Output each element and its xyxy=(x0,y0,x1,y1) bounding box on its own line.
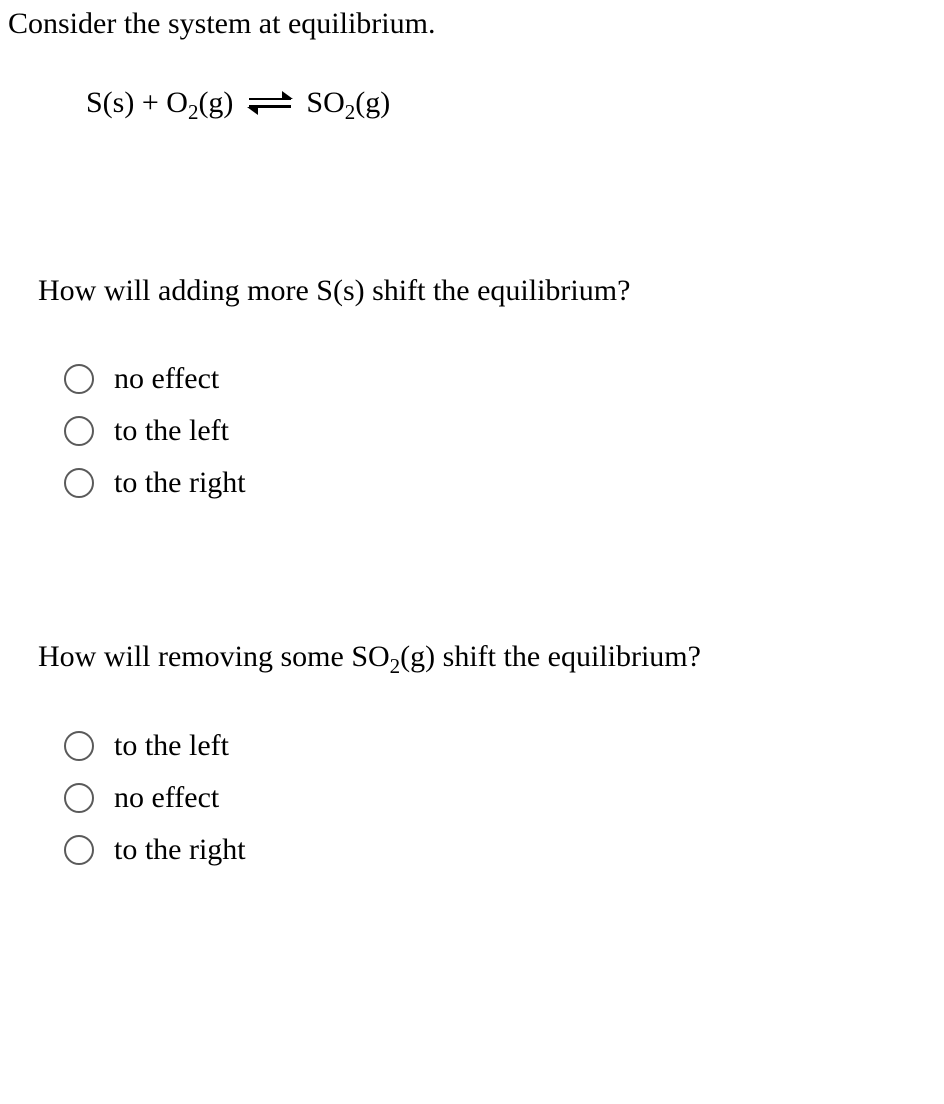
question-1-text: How will adding more S(s) shift the equi… xyxy=(38,271,936,312)
option-label: no effect xyxy=(114,361,219,397)
eq-rhs-base: SO xyxy=(306,86,344,119)
option-label: to the left xyxy=(114,728,229,764)
eq-lhs-b-state: (g) xyxy=(198,86,233,119)
q2-option-1[interactable]: no effect xyxy=(64,780,936,816)
option-label: to the right xyxy=(114,832,246,868)
radio-icon[interactable] xyxy=(64,364,94,394)
question-2-text: How will removing some SO2(g) shift the … xyxy=(38,637,936,678)
q1-option-2[interactable]: to the right xyxy=(64,465,936,501)
radio-icon[interactable] xyxy=(64,731,94,761)
equilibrium-equation: S(s) + O2(g) SO2(g) xyxy=(86,85,936,121)
spacer xyxy=(8,517,936,637)
q2-prefix: How will removing some xyxy=(38,640,351,673)
radio-icon[interactable] xyxy=(64,835,94,865)
page-root: Consider the system at equilibrium. S(s)… xyxy=(0,0,944,924)
q1-option-0[interactable]: no effect xyxy=(64,361,936,397)
q1-option-1[interactable]: to the left xyxy=(64,413,936,449)
q2-species-base: SO xyxy=(351,640,389,673)
q2-option-2[interactable]: to the right xyxy=(64,832,936,868)
q2-option-0[interactable]: to the left xyxy=(64,728,936,764)
option-label: to the right xyxy=(114,465,246,501)
eq-lhs-a: S(s) xyxy=(86,86,134,119)
eq-lhs-b-base: O xyxy=(166,86,188,119)
q2-species-state: (g) xyxy=(400,640,435,673)
radio-icon[interactable] xyxy=(64,783,94,813)
eq-plus: + xyxy=(134,86,166,119)
q2-species-sub: 2 xyxy=(390,654,401,678)
eq-lhs-b-sub: 2 xyxy=(188,100,199,124)
spacer xyxy=(8,121,936,271)
radio-icon[interactable] xyxy=(64,416,94,446)
eq-rhs-state: (g) xyxy=(355,86,390,119)
question-2-options: to the left no effect to the right xyxy=(64,728,936,868)
option-label: no effect xyxy=(114,780,219,816)
question-1-options: no effect to the left to the right xyxy=(64,361,936,501)
intro-text: Consider the system at equilibrium. xyxy=(8,4,936,45)
equilibrium-arrow-icon xyxy=(247,92,293,114)
option-label: to the left xyxy=(114,413,229,449)
radio-icon[interactable] xyxy=(64,468,94,498)
q2-suffix: shift the equilibrium? xyxy=(435,640,701,673)
eq-rhs-sub: 2 xyxy=(345,100,356,124)
